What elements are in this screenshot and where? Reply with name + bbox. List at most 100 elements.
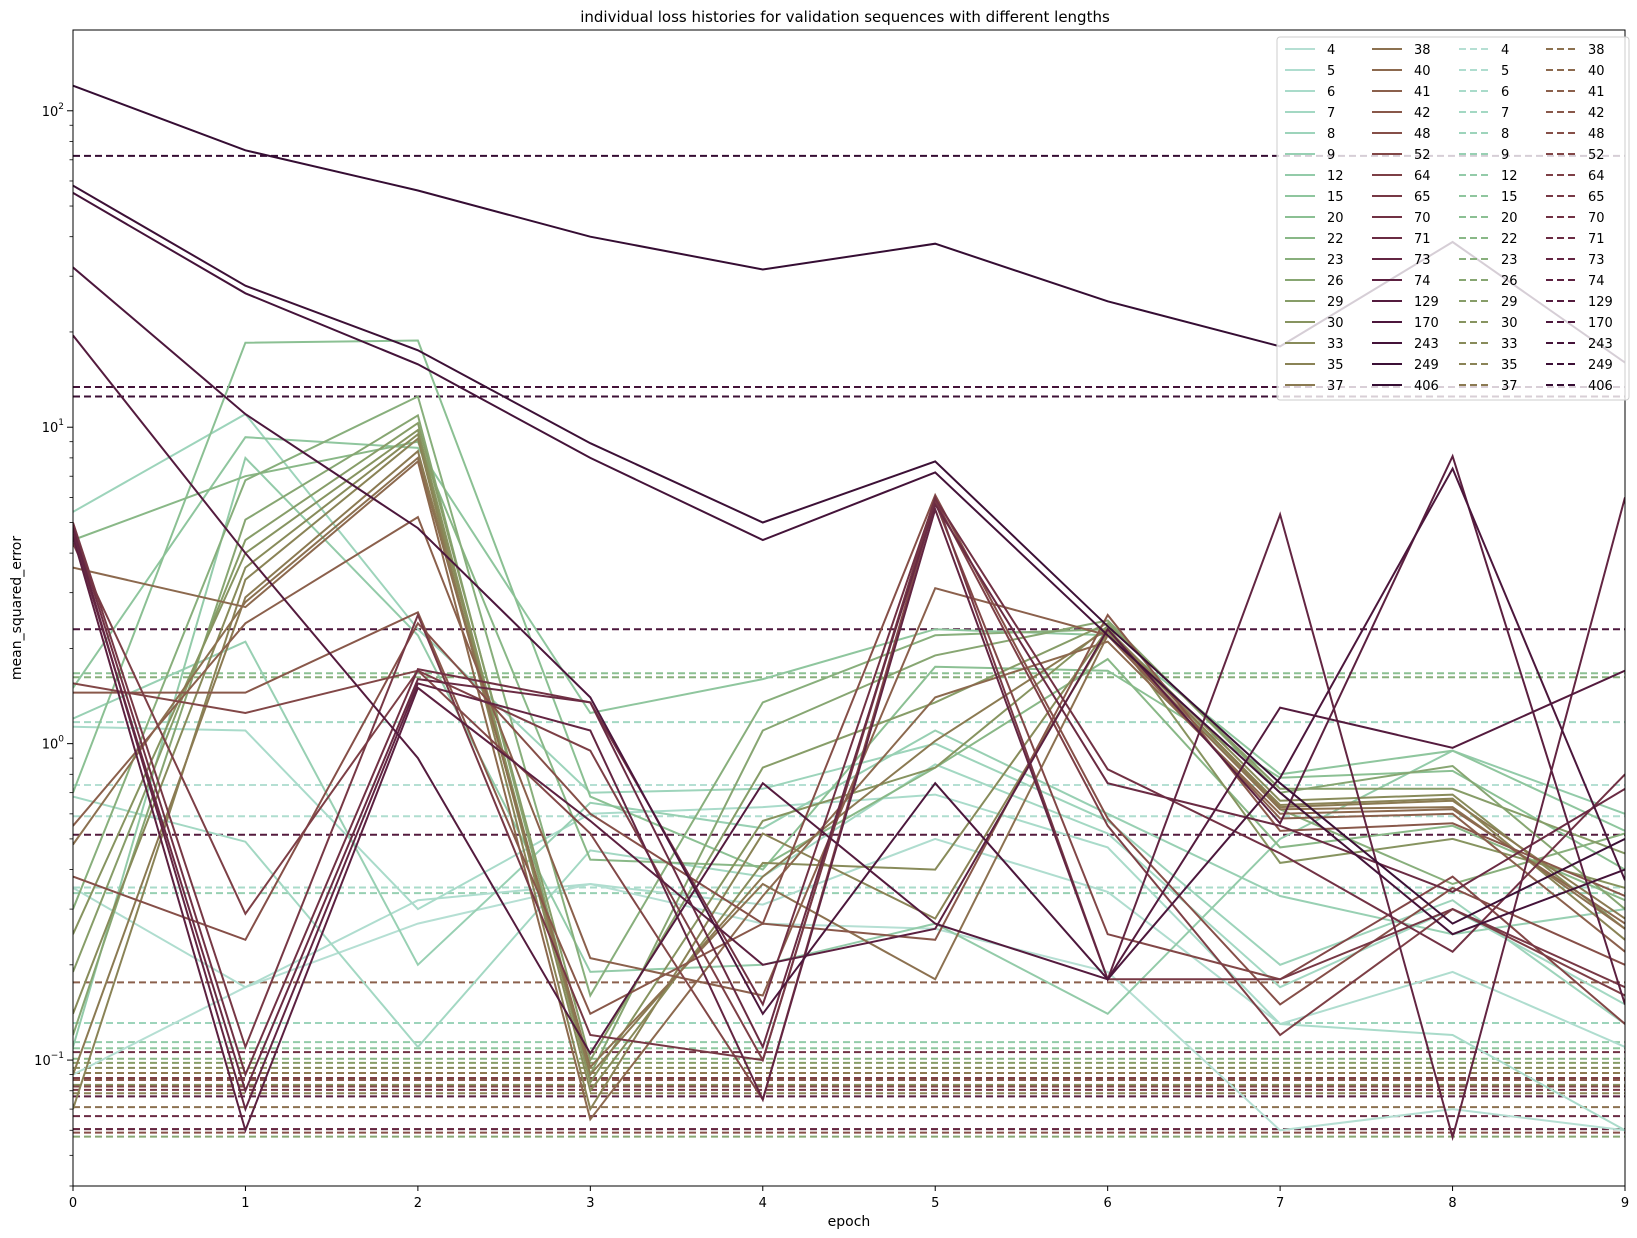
- x-tick-label: 6: [1104, 1196, 1112, 1211]
- legend-entry: 40: [1546, 64, 1605, 79]
- legend-label: 9: [1501, 148, 1509, 163]
- legend-entry: 249: [1372, 358, 1439, 373]
- legend-label: 37: [1327, 379, 1344, 394]
- legend-entry: 65: [1372, 190, 1431, 205]
- legend-label: 5: [1327, 64, 1335, 79]
- y-tick-label: 100: [42, 735, 65, 753]
- legend-entry: 41: [1546, 85, 1605, 100]
- legend-label: 52: [1588, 148, 1605, 163]
- legend-entry: 70: [1546, 211, 1605, 226]
- legend-label: 74: [1588, 274, 1605, 289]
- series-line-29: [73, 421, 1625, 1063]
- legend-label: 8: [1327, 127, 1335, 142]
- legend-entry: 71: [1372, 232, 1431, 247]
- legend-label: 29: [1501, 295, 1518, 310]
- series-line-73: [73, 497, 1625, 1142]
- series-line-170: [73, 266, 1625, 1016]
- legend-label: 38: [1414, 43, 1431, 58]
- legend-entry: 8: [1285, 127, 1335, 142]
- legend-entry: 5: [1459, 64, 1509, 79]
- legend-label: 6: [1327, 85, 1335, 100]
- legend-label: 20: [1501, 211, 1518, 226]
- series-line-48: [73, 492, 1625, 1006]
- legend-entry: 35: [1285, 358, 1344, 373]
- series-line-70: [73, 496, 1625, 1078]
- legend-entry: 26: [1285, 274, 1344, 289]
- legend-label: 406: [1588, 379, 1613, 394]
- x-tick-label: 3: [586, 1196, 594, 1211]
- legend-label: 40: [1588, 64, 1605, 79]
- legend-entry: 74: [1546, 274, 1605, 289]
- legend-entry: 37: [1285, 379, 1344, 394]
- series-line-22: [73, 440, 1625, 902]
- legend-entry: 52: [1546, 148, 1605, 163]
- legend-label: 12: [1327, 169, 1344, 184]
- legend-label: 40: [1414, 64, 1431, 79]
- legend-label: 249: [1414, 358, 1439, 373]
- legend-entry: 23: [1459, 253, 1518, 268]
- plot-frame: [72, 29, 1626, 1187]
- legend-label: 170: [1588, 316, 1613, 331]
- legend-entry: 170: [1546, 316, 1613, 331]
- legend-label: 52: [1414, 148, 1431, 163]
- legend-entry: 38: [1372, 43, 1431, 58]
- legend-entry: 20: [1285, 211, 1344, 226]
- legend-entry: 15: [1459, 190, 1518, 205]
- legend-label: 38: [1588, 43, 1605, 58]
- legend-entry: 74: [1372, 274, 1431, 289]
- x-tick-label: 0: [69, 1196, 77, 1211]
- legend-label: 35: [1501, 358, 1518, 373]
- series-line-35: [73, 436, 1625, 1112]
- legend-entry: 6: [1285, 85, 1335, 100]
- legend-label: 26: [1327, 274, 1344, 289]
- legend-entry: 129: [1546, 295, 1613, 310]
- series-line-41: [73, 515, 1625, 997]
- legend-entry: 9: [1285, 148, 1335, 163]
- legend-label: 15: [1501, 190, 1518, 205]
- legend-label: 74: [1414, 274, 1431, 289]
- legend-label: 73: [1414, 253, 1431, 268]
- legend-entry: 6: [1459, 85, 1509, 100]
- series-line-8: [73, 412, 1625, 1025]
- legend-label: 29: [1327, 295, 1344, 310]
- series-line-71: [73, 502, 1625, 1094]
- legend-label: 41: [1414, 85, 1431, 100]
- x-axis: 0 1 2 3 4 5 6 7 8 9: [69, 1186, 1629, 1211]
- x-tick-label: 7: [1276, 1196, 1284, 1211]
- legend-entry: 42: [1372, 106, 1431, 121]
- legend-entry: 48: [1546, 127, 1605, 142]
- legend-entry: 12: [1459, 169, 1518, 184]
- legend-label: 7: [1501, 106, 1509, 121]
- legend-entry: 15: [1285, 190, 1344, 205]
- legend-entry: 7: [1285, 106, 1335, 121]
- legend-entry: 48: [1372, 127, 1431, 142]
- series-line-52: [73, 499, 1625, 1102]
- legend-label: 70: [1414, 211, 1431, 226]
- legend-entry: 64: [1372, 169, 1431, 184]
- legend-label: 71: [1588, 232, 1605, 247]
- x-tick-label: 1: [241, 1196, 249, 1211]
- x-axis-label: epoch: [828, 1214, 871, 1230]
- series-line-20: [73, 339, 1625, 871]
- legend-entry: 406: [1372, 379, 1439, 394]
- legend-label: 129: [1588, 295, 1613, 310]
- y-tick-label: 102: [42, 102, 64, 120]
- legend-entry: 4: [1459, 43, 1509, 58]
- legend-label: 65: [1414, 190, 1431, 205]
- legend-entry: 243: [1546, 337, 1613, 352]
- legend-label: 35: [1327, 358, 1344, 373]
- legend-label: 22: [1501, 232, 1518, 247]
- legend-label: 22: [1327, 232, 1344, 247]
- legend-label: 4: [1327, 43, 1335, 58]
- legend-entry: 23: [1285, 253, 1344, 268]
- series-line-7: [73, 763, 1625, 1049]
- legend-entry: 12: [1285, 169, 1344, 184]
- series-line-4: [73, 882, 1625, 1132]
- legend-entry: 30: [1459, 316, 1518, 331]
- legend-label: 12: [1501, 169, 1518, 184]
- legend-label: 42: [1414, 106, 1431, 121]
- x-tick-label: 2: [414, 1196, 422, 1211]
- legend-label: 129: [1414, 295, 1439, 310]
- legend-entry: 170: [1372, 316, 1439, 331]
